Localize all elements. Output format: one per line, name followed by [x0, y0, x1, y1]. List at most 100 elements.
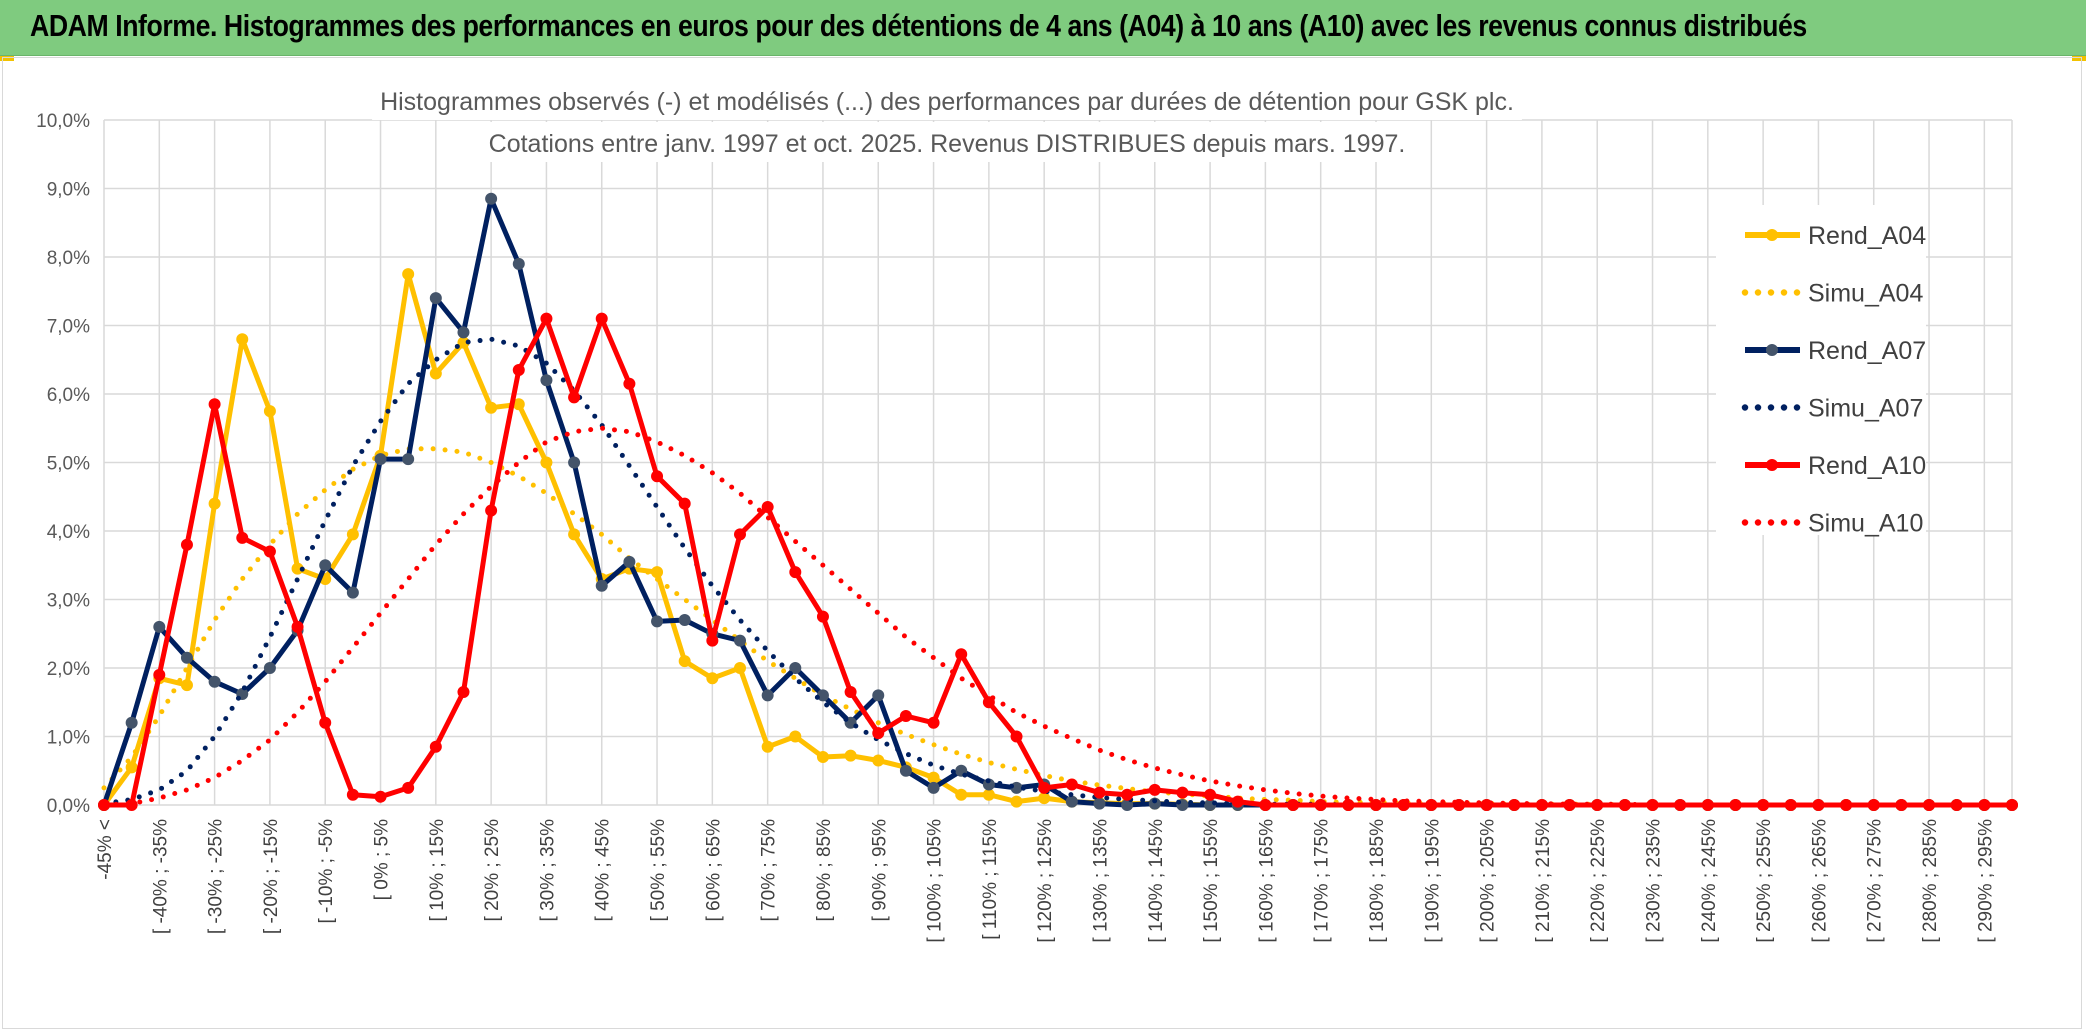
data-point: [706, 634, 719, 647]
x-tick-label: [ 60% ; 65%: [703, 819, 724, 922]
x-tick-label: [ 250% ; 255%: [1754, 819, 1775, 943]
data-point: [595, 579, 608, 592]
data-point: [540, 312, 553, 325]
report-banner: ADAM Informe. Histogrammes des performan…: [0, 0, 2086, 56]
data-point: [1231, 795, 1244, 808]
data-point: [374, 790, 387, 803]
data-point: [1065, 795, 1078, 808]
x-tick-label: [ 210% ; 215%: [1533, 819, 1554, 943]
y-tick-label: 9,0%: [47, 180, 90, 201]
data-point: [623, 555, 636, 568]
x-tick-label: [ 190% ; 195%: [1422, 819, 1443, 943]
data-point: [1148, 797, 1161, 810]
data-point: [429, 292, 442, 305]
data-point: [844, 749, 857, 762]
chart-title-background: [372, 80, 1522, 120]
legend-label: Rend_A07: [1808, 337, 1926, 365]
data-point: [429, 367, 442, 380]
data-point: [1121, 788, 1134, 801]
data-point: [651, 566, 664, 579]
legend-item-Rend_A07[interactable]: Rend_A07: [1745, 337, 1926, 365]
data-point: [816, 610, 829, 623]
y-tick-label: 7,0%: [47, 317, 90, 338]
legend[interactable]: Rend_A04 Simu_A04 Rend_A07 Simu_A07 Rend_A10…: [1716, 205, 1926, 538]
data-point: [485, 401, 498, 414]
x-tick-label: [ 280% ; 285%: [1920, 819, 1941, 943]
data-point: [1148, 783, 1161, 796]
data-point: [512, 257, 525, 270]
data-point: [651, 470, 664, 483]
data-point: [678, 497, 691, 510]
data-point: [734, 662, 746, 674]
x-tick-label: [ 30% ; 35%: [537, 819, 558, 922]
x-tick-label: [ 240% ; 245%: [1699, 819, 1720, 943]
x-tick-label: -45% <: [95, 819, 116, 880]
data-point: [816, 689, 829, 702]
x-tick-label: [ 180% ; 185%: [1367, 819, 1388, 943]
legend-item-Simu_A10[interactable]: Simu_A10: [1741, 510, 1923, 538]
data-point: [872, 754, 885, 767]
data-point: [180, 679, 193, 692]
legend-marker: [1766, 459, 1778, 471]
legend-label: Rend_A10: [1808, 452, 1926, 480]
x-tick-label: [ 20% ; 25%: [482, 819, 503, 922]
data-point: [1065, 778, 1078, 791]
data-point: [346, 788, 359, 801]
chart-title-line: Histogrammes observés (-) et modélisés (…: [380, 88, 1514, 116]
data-point: [816, 751, 829, 764]
x-tick-label: [ -30% ; -25%: [206, 819, 227, 934]
legend-item-Simu_A04[interactable]: Simu_A04: [1741, 280, 1923, 308]
chart-frame: [2, 57, 2082, 1029]
legend-item-Rend_A10[interactable]: Rend_A10: [1745, 452, 1926, 480]
data-point: [319, 716, 332, 729]
x-tick-label: [ 100% ; 105%: [925, 819, 946, 943]
x-tick-label: [ 150% ; 155%: [1201, 819, 1222, 943]
chart-title-line: Cotations entre janv. 1997 et oct. 2025.…: [489, 130, 1406, 158]
corner-mark-left: [0, 56, 14, 61]
x-tick-label: [ 220% ; 225%: [1588, 819, 1609, 943]
data-point: [844, 685, 857, 698]
data-point: [1176, 786, 1189, 799]
data-point: [706, 672, 719, 685]
data-point: [761, 689, 774, 702]
data-point: [1010, 730, 1023, 743]
y-tick-label: 4,0%: [47, 522, 90, 543]
legend-label: Simu_A07: [1808, 395, 1923, 423]
data-point: [982, 788, 995, 801]
chart-title-background: [480, 122, 1414, 162]
data-point: [927, 771, 940, 784]
data-point: [1204, 788, 1217, 801]
x-tick-label: [ 40% ; 45%: [593, 819, 614, 922]
x-tick-label: [ 160% ; 165%: [1256, 819, 1277, 943]
data-point: [1314, 799, 1327, 811]
data-point: [263, 405, 276, 418]
y-tick-label: 10,0%: [36, 111, 90, 132]
legend-item-Rend_A04[interactable]: Rend_A04: [1745, 222, 1926, 250]
data-point: [346, 586, 359, 599]
data-point: [789, 730, 802, 743]
data-point: [402, 268, 415, 281]
data-point: [1010, 795, 1023, 808]
x-tick-label: [ 140% ; 145%: [1146, 819, 1167, 943]
x-tick-label: [ 130% ; 135%: [1090, 819, 1111, 943]
data-point: [429, 740, 442, 753]
data-point: [789, 566, 802, 579]
data-point: [927, 716, 940, 729]
x-tick-label: [ 290% ; 295%: [1975, 819, 1996, 943]
legend-label: Simu_A04: [1808, 280, 1923, 308]
data-point: [789, 662, 802, 674]
data-point: [208, 675, 221, 688]
x-tick-label: [ 200% ; 205%: [1478, 819, 1499, 943]
data-point: [678, 614, 691, 627]
data-point: [734, 528, 746, 541]
data-point: [263, 662, 276, 674]
data-point: [955, 788, 968, 801]
x-tick-label: [ 110% ; 115%: [980, 819, 1001, 940]
data-point: [153, 620, 166, 633]
legend-item-Simu_A07[interactable]: Simu_A07: [1741, 395, 1923, 423]
x-tick-label: [ 120% ; 125%: [1035, 819, 1056, 943]
data-point: [1895, 799, 1908, 811]
data-point: [568, 456, 581, 469]
data-point: [180, 651, 193, 664]
x-tick-label: [ 230% ; 235%: [1644, 819, 1665, 943]
